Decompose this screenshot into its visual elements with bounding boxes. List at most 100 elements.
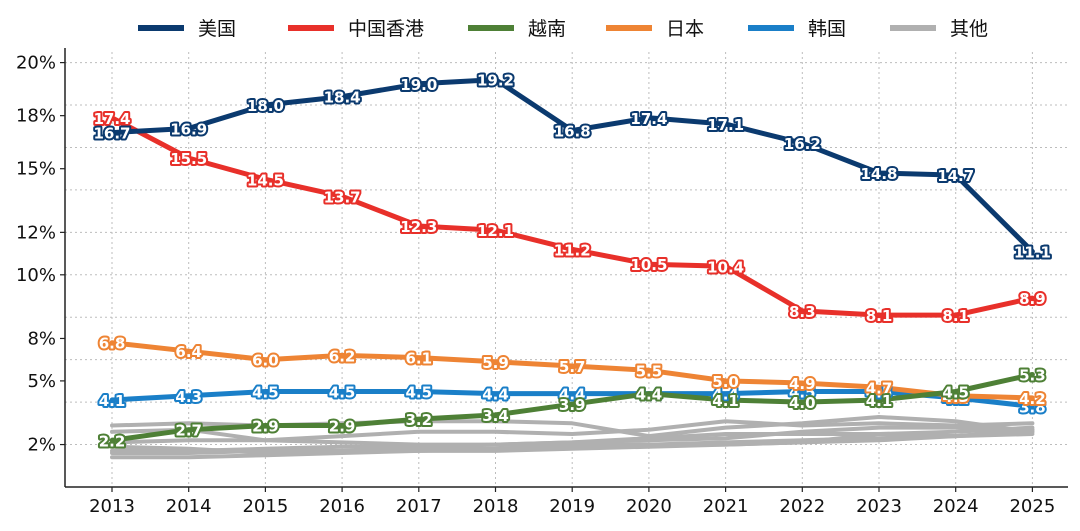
data-label: 17.1 [707,116,744,134]
data-label: 4.1 [712,392,739,410]
tick-labels: 2% 5% 8% 10% 12% 15% 18% 20% 2013 2014 2015 2016 201… [16,53,1055,517]
data-label: 4.5 [942,384,969,402]
series-line-中国香港 [109,115,1035,318]
data-label: 3.2 [406,411,433,429]
series-line-韩国 [109,389,1035,409]
y-tick-label: 15% [16,159,56,180]
data-label: 8.1 [866,307,893,325]
x-tick-label: 2017 [396,496,442,517]
x-tick-label: 2022 [779,496,825,517]
data-label: 4.5 [329,384,356,402]
legend-label: 中国香港 [348,18,424,40]
data-label: 12.3 [400,218,437,236]
axes [64,48,1068,488]
data-label: 6.2 [329,347,356,365]
data-label: 4.1 [99,392,126,410]
data-label: 4.4 [636,386,663,404]
legend: 美国 中国香港 越南 日本 韩国 其他 [138,18,988,40]
data-label: 18.0 [247,97,284,115]
data-label: 4.0 [789,394,816,412]
x-tick-label: 2013 [89,496,135,517]
series-line-美国 [109,77,1035,254]
data-label: 16.8 [554,123,591,141]
x-tick-label: 2025 [1009,496,1055,517]
data-label: 2.9 [329,417,356,435]
data-label: 16.7 [93,125,130,143]
x-tick-label: 2014 [166,496,212,517]
data-label: 18.4 [324,89,361,107]
data-label: 6.0 [252,352,279,370]
data-label: 17.4 [93,110,130,128]
data-label: 2.7 [175,422,202,440]
x-tick-label: 2020 [626,496,672,517]
data-label: 5.3 [1019,367,1046,385]
y-tick-label: 5% [27,371,56,392]
legend-label: 美国 [198,18,236,40]
data-label: 8.3 [789,303,816,321]
data-label: 5.5 [636,362,663,380]
y-tick-label: 8% [27,328,56,349]
data-label: 5.7 [559,358,586,376]
series-line-日本 [109,340,1035,401]
y-tick-label: 18% [16,106,56,127]
data-label: 11.1 [1014,243,1051,261]
data-label: 4.9 [789,375,816,393]
x-tick-label: 2018 [473,496,519,517]
y-tick-label: 10% [16,265,56,286]
data-label: 4.4 [712,386,739,404]
data-label: 4.2 [942,390,969,408]
data-label: 4.7 [866,379,893,397]
data-label: 12.1 [477,222,514,240]
data-label: 4.4 [636,386,663,404]
legend-label: 其他 [950,18,988,40]
data-label: 3.9 [559,396,586,414]
data-label: 5.0 [712,373,739,391]
x-tick-label: 2019 [549,496,595,517]
series-line-other [110,429,1035,460]
data-label: 8.1 [942,307,969,325]
data-label: 19.2 [477,72,514,90]
data-label: 4.5 [789,384,816,402]
x-tick-label: 2021 [703,496,749,517]
legend-label: 日本 [666,18,704,40]
data-label: 4.3 [942,388,969,406]
data-label: 10.4 [707,258,744,276]
x-tick-label: 2015 [242,496,288,517]
data-label: 6.8 [99,335,126,353]
data-label: 19.0 [400,76,437,94]
data-label: 4.5 [252,384,279,402]
x-tick-label: 2016 [319,496,365,517]
y-tick-label: 12% [16,222,56,243]
data-label: 16.2 [784,135,821,153]
data-label: 10.5 [630,256,667,274]
data-label: 2.2 [99,432,126,450]
data-label: 16.9 [170,120,207,138]
series-line-越南 [109,372,1035,443]
x-tick-label: 2023 [856,496,902,517]
data-label: 14.8 [860,165,897,183]
data-label: 8.9 [1019,290,1046,308]
data-label: 13.7 [324,188,361,206]
data-label: 3.8 [1019,398,1046,416]
data-label: 3.4 [482,407,509,425]
series-lines [109,77,1035,460]
data-label: 4.5 [866,384,893,402]
data-label: 14.7 [937,167,974,185]
x-tick-label: 2024 [933,496,979,517]
data-labels: 4.1 4.3 4.5 4.5 4.5 4.4 4.4 4.4 4.4 4.5 4.5 4.2 3.86… [91,70,1052,453]
data-label: 4.4 [482,386,509,404]
data-label: 17.4 [630,110,667,128]
y-tick-label: 20% [16,53,56,74]
data-label: 4.4 [559,386,586,404]
legend-label: 韩国 [808,18,846,40]
data-label: 4.2 [1019,390,1046,408]
y-tick-label: 2% [27,435,56,456]
data-label: 4.5 [406,384,433,402]
legend-label: 越南 [528,18,566,40]
data-label: 6.1 [406,350,433,368]
data-label: 6.4 [175,343,202,361]
data-label: 5.9 [482,354,509,372]
data-label: 2.9 [252,417,279,435]
data-label: 4.3 [175,388,202,406]
